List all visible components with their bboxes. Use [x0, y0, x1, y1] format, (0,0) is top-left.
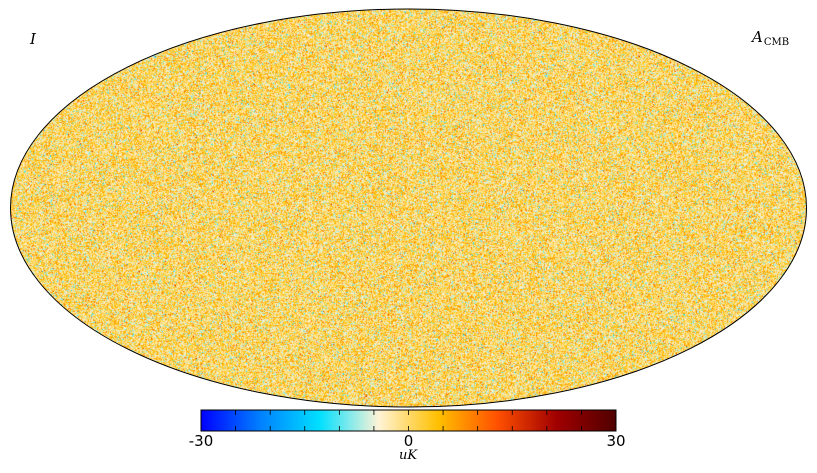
- cmb-noise-map: [10, 9, 807, 407]
- component-label: ACMB: [752, 28, 790, 48]
- colorbar-unit-label: uK: [398, 448, 418, 463]
- component-label-main: A: [752, 28, 763, 46]
- map-outline: [10, 8, 807, 408]
- colorbar: [200, 409, 617, 432]
- colorbar-ticks: [200, 410, 617, 431]
- colorbar-tick-label: 30: [606, 432, 626, 450]
- component-label-sub: CMB: [763, 37, 790, 48]
- colorbar-tick-label: -30: [188, 432, 214, 450]
- mollweide-map: [10, 8, 807, 408]
- colorbar-tick-label: 0: [403, 432, 414, 450]
- stokes-label: I: [30, 30, 36, 48]
